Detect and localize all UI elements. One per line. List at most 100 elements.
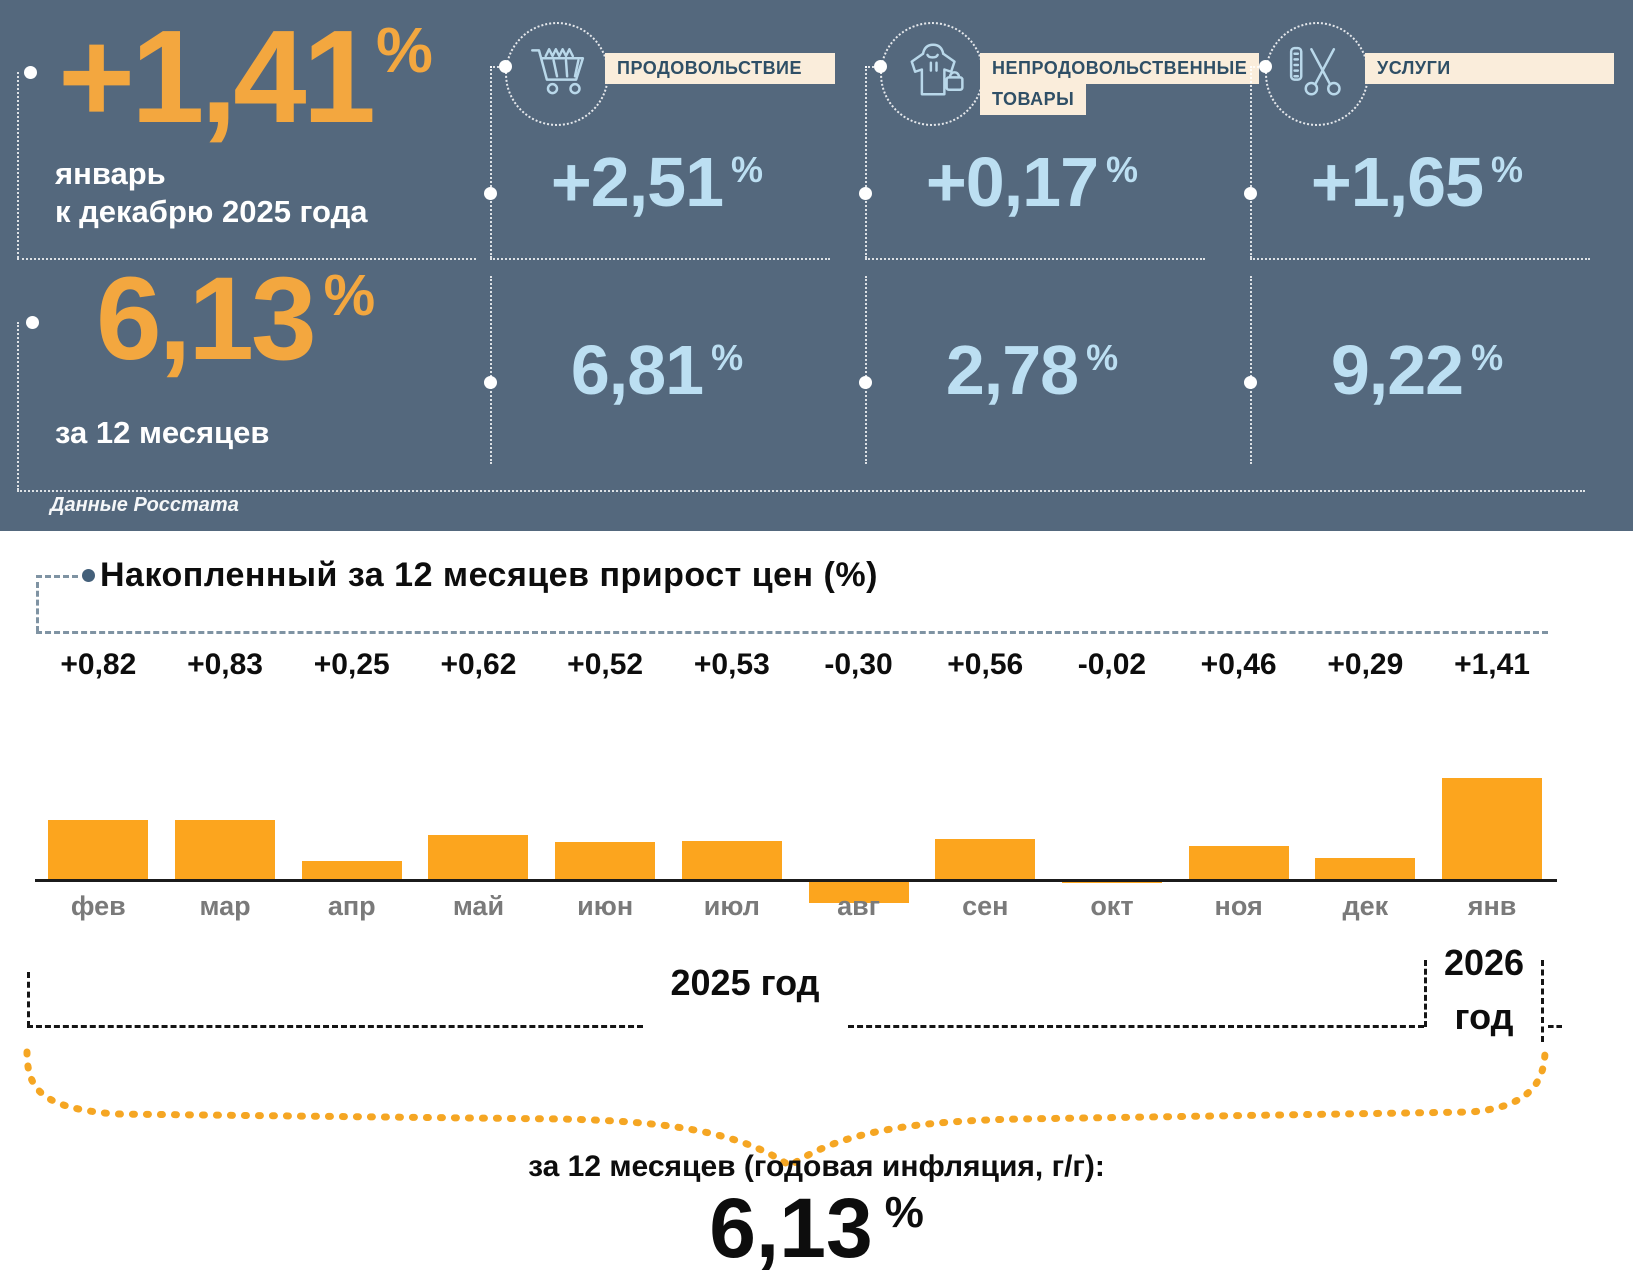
bracket-line xyxy=(27,1025,643,1028)
category-label: НЕПРОДОВОЛЬСТВЕННЫЕ ТОВАРЫ xyxy=(980,53,1260,115)
chart-bar-мар xyxy=(175,819,276,879)
percent-sign: % xyxy=(1471,337,1504,378)
chart-bar-апр xyxy=(301,861,402,879)
category-icon-circle xyxy=(1265,22,1369,126)
category-icon-circle xyxy=(505,22,609,126)
chart-bar-окт xyxy=(1061,882,1162,884)
dotted-border xyxy=(1250,258,1590,260)
value-text: +1,41 xyxy=(58,3,376,150)
category-nonfood: НЕПРОДОВОЛЬСТВЕННЫЕ ТОВАРЫ +0,17% 2,78% xyxy=(859,0,1260,492)
connector-dot xyxy=(484,376,497,389)
annual-inflation-footnote-label: за 12 месяцев (годовая инфляция, г/г): xyxy=(528,1150,1105,1183)
dotted-border xyxy=(17,490,1585,492)
dotted-border xyxy=(865,66,867,258)
monthly-inflation-value: +1,41% xyxy=(58,7,433,147)
chart-bar-фев xyxy=(48,820,149,879)
chart-bar-июн xyxy=(555,841,656,879)
bar-value-label: +0,25 xyxy=(313,648,390,681)
dotted-border xyxy=(17,72,19,258)
bar-value-label: -0,02 xyxy=(1077,648,1147,681)
month-tick-label: ноя xyxy=(1214,891,1263,921)
category-annual-value: 2,78% xyxy=(945,331,1119,409)
chart-bar-янв xyxy=(1442,778,1543,879)
shopping-cart-icon xyxy=(531,48,585,95)
category-monthly-value: +0,17% xyxy=(925,143,1139,221)
dotted-connector xyxy=(1250,66,1266,68)
bracket-tick xyxy=(1424,960,1427,1027)
bracket-line xyxy=(1548,1025,1562,1028)
bracket-tick xyxy=(27,972,30,1027)
category-label: УСЛУГИ xyxy=(1365,53,1614,84)
clothing-bag-icon xyxy=(910,43,964,96)
chart-bar-ноя xyxy=(1188,846,1289,879)
connector-dot xyxy=(859,376,872,389)
bar-value-label: +0,29 xyxy=(1327,648,1404,681)
data-source-note: Данные Росстата xyxy=(50,494,239,516)
dashed-connector xyxy=(36,582,39,632)
percent-sign: % xyxy=(731,149,764,190)
dotted-border xyxy=(490,66,492,258)
percent-sign: % xyxy=(1106,149,1139,190)
month-tick-label: сен xyxy=(962,891,1009,921)
brace-curve xyxy=(23,1046,1549,1171)
chart-axis-line xyxy=(35,879,1557,882)
category-monthly-value: +1,65% xyxy=(1310,143,1524,221)
category-label: ПРОДОВОЛЬСТВИЕ xyxy=(605,53,835,84)
annual-inflation-value: 6,13% xyxy=(96,257,376,382)
dotted-connector xyxy=(490,66,506,68)
percent-sign: % xyxy=(1491,149,1524,190)
month-tick-label: авг xyxy=(837,891,880,921)
bar-value-label: -0,30 xyxy=(824,648,893,681)
bar-value-label: +0,46 xyxy=(1200,648,1277,681)
month-tick-label: май xyxy=(452,891,505,921)
bracket-tick xyxy=(1541,960,1544,1042)
dashed-connector xyxy=(36,631,1548,634)
month-tick-label: дек xyxy=(1342,891,1389,921)
year-2025-label: 2025 год xyxy=(670,962,820,1003)
year-2026-label: 2026 год xyxy=(1443,942,1525,1037)
percent-sign: % xyxy=(884,1188,924,1237)
month-tick-label: янв xyxy=(1467,891,1517,921)
bar-value-label: +0,83 xyxy=(187,648,263,681)
dotted-border xyxy=(1250,276,1252,464)
connector-dot xyxy=(26,316,39,329)
dashed-connector xyxy=(36,575,78,578)
dotted-border xyxy=(1250,66,1252,258)
dotted-border xyxy=(17,258,476,260)
category-food: ПРОДОВОЛЬСТВИЕ +2,51% 6,81% xyxy=(484,0,835,492)
month-tick-label: фев xyxy=(70,891,126,921)
dotted-border xyxy=(865,258,1205,260)
category-monthly-value: +2,51% xyxy=(550,143,764,221)
connector-dot xyxy=(1244,376,1257,389)
month-tick-label: апр xyxy=(327,891,376,921)
category-annual-value: 9,22% xyxy=(1330,331,1504,409)
scissors-comb-icon xyxy=(1289,46,1341,96)
bar-value-label: +1,41 xyxy=(1454,648,1530,681)
bar-value-label: +0,56 xyxy=(947,648,1024,681)
month-tick-label: окт xyxy=(1090,891,1134,921)
category-icon-circle xyxy=(880,22,984,126)
monthly-inflation-caption: январь к декабрю 2025 года xyxy=(55,156,368,229)
dotted-border xyxy=(490,276,492,464)
dotted-border xyxy=(17,322,19,490)
month-tick-label: мар xyxy=(199,891,251,921)
month-tick-label: июн xyxy=(577,891,634,921)
percent-sign: % xyxy=(711,337,744,378)
bar-value-label: +0,53 xyxy=(693,648,770,681)
chart-bar-дек xyxy=(1315,858,1416,879)
percent-sign: % xyxy=(323,263,376,328)
chart-bar-авг xyxy=(808,882,909,904)
chart-title: Накопленный за 12 месяцев прирост цен (%… xyxy=(100,556,878,594)
month-tick-label: июл xyxy=(703,891,760,921)
dotted-connector xyxy=(865,66,881,68)
chart-bar-сен xyxy=(935,838,1036,879)
annual-inflation-footnote-value: 6,13% xyxy=(709,1181,924,1275)
bullet-dot xyxy=(82,569,95,582)
category-annual-value: 6,81% xyxy=(570,331,744,409)
connector-dot xyxy=(484,187,497,200)
bracket-line xyxy=(848,1025,1424,1028)
percent-sign: % xyxy=(376,14,433,86)
percent-sign: % xyxy=(1086,337,1119,378)
bar-value-label: +0,52 xyxy=(567,648,644,681)
